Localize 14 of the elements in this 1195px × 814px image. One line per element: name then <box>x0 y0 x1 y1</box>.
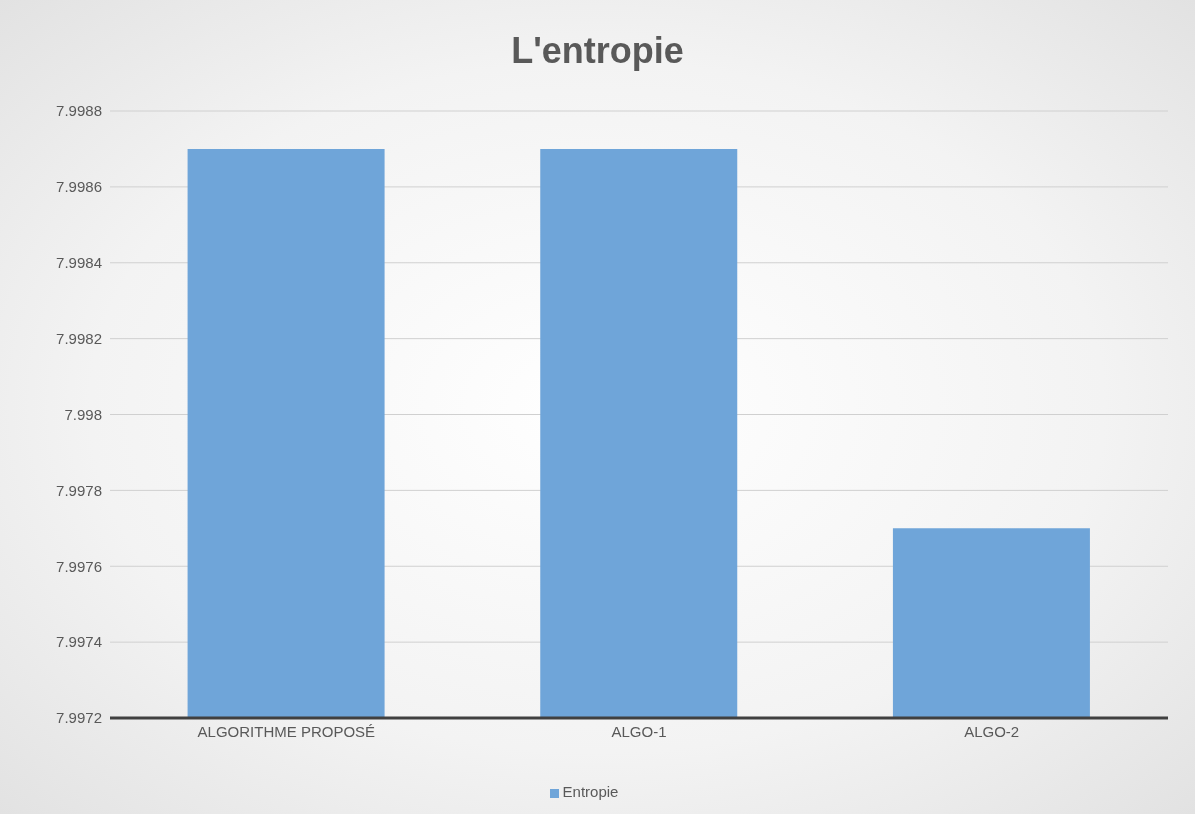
y-tick-label: 7.9982 <box>56 329 102 347</box>
x-tick-label: ALGO-1 <box>611 722 667 740</box>
legend-label: Entropie <box>562 783 619 800</box>
y-tick-label: 7.9988 <box>56 102 102 120</box>
y-tick-label: 7.9984 <box>56 254 102 272</box>
x-tick-label: ALGO-2 <box>964 722 1020 740</box>
y-tick-label: 7.9978 <box>56 481 102 499</box>
y-tick-label: 7.9986 <box>56 178 102 196</box>
chart-title: L'entropie <box>510 30 685 72</box>
y-tick-label: 7.998 <box>64 405 102 423</box>
y-tick-label: 7.9976 <box>56 557 102 575</box>
y-tick-label: 7.9974 <box>56 633 102 651</box>
y-tick-label: 7.9972 <box>56 709 102 727</box>
x-tick-label: ALGORITHME PROPOSÉ <box>197 722 376 740</box>
